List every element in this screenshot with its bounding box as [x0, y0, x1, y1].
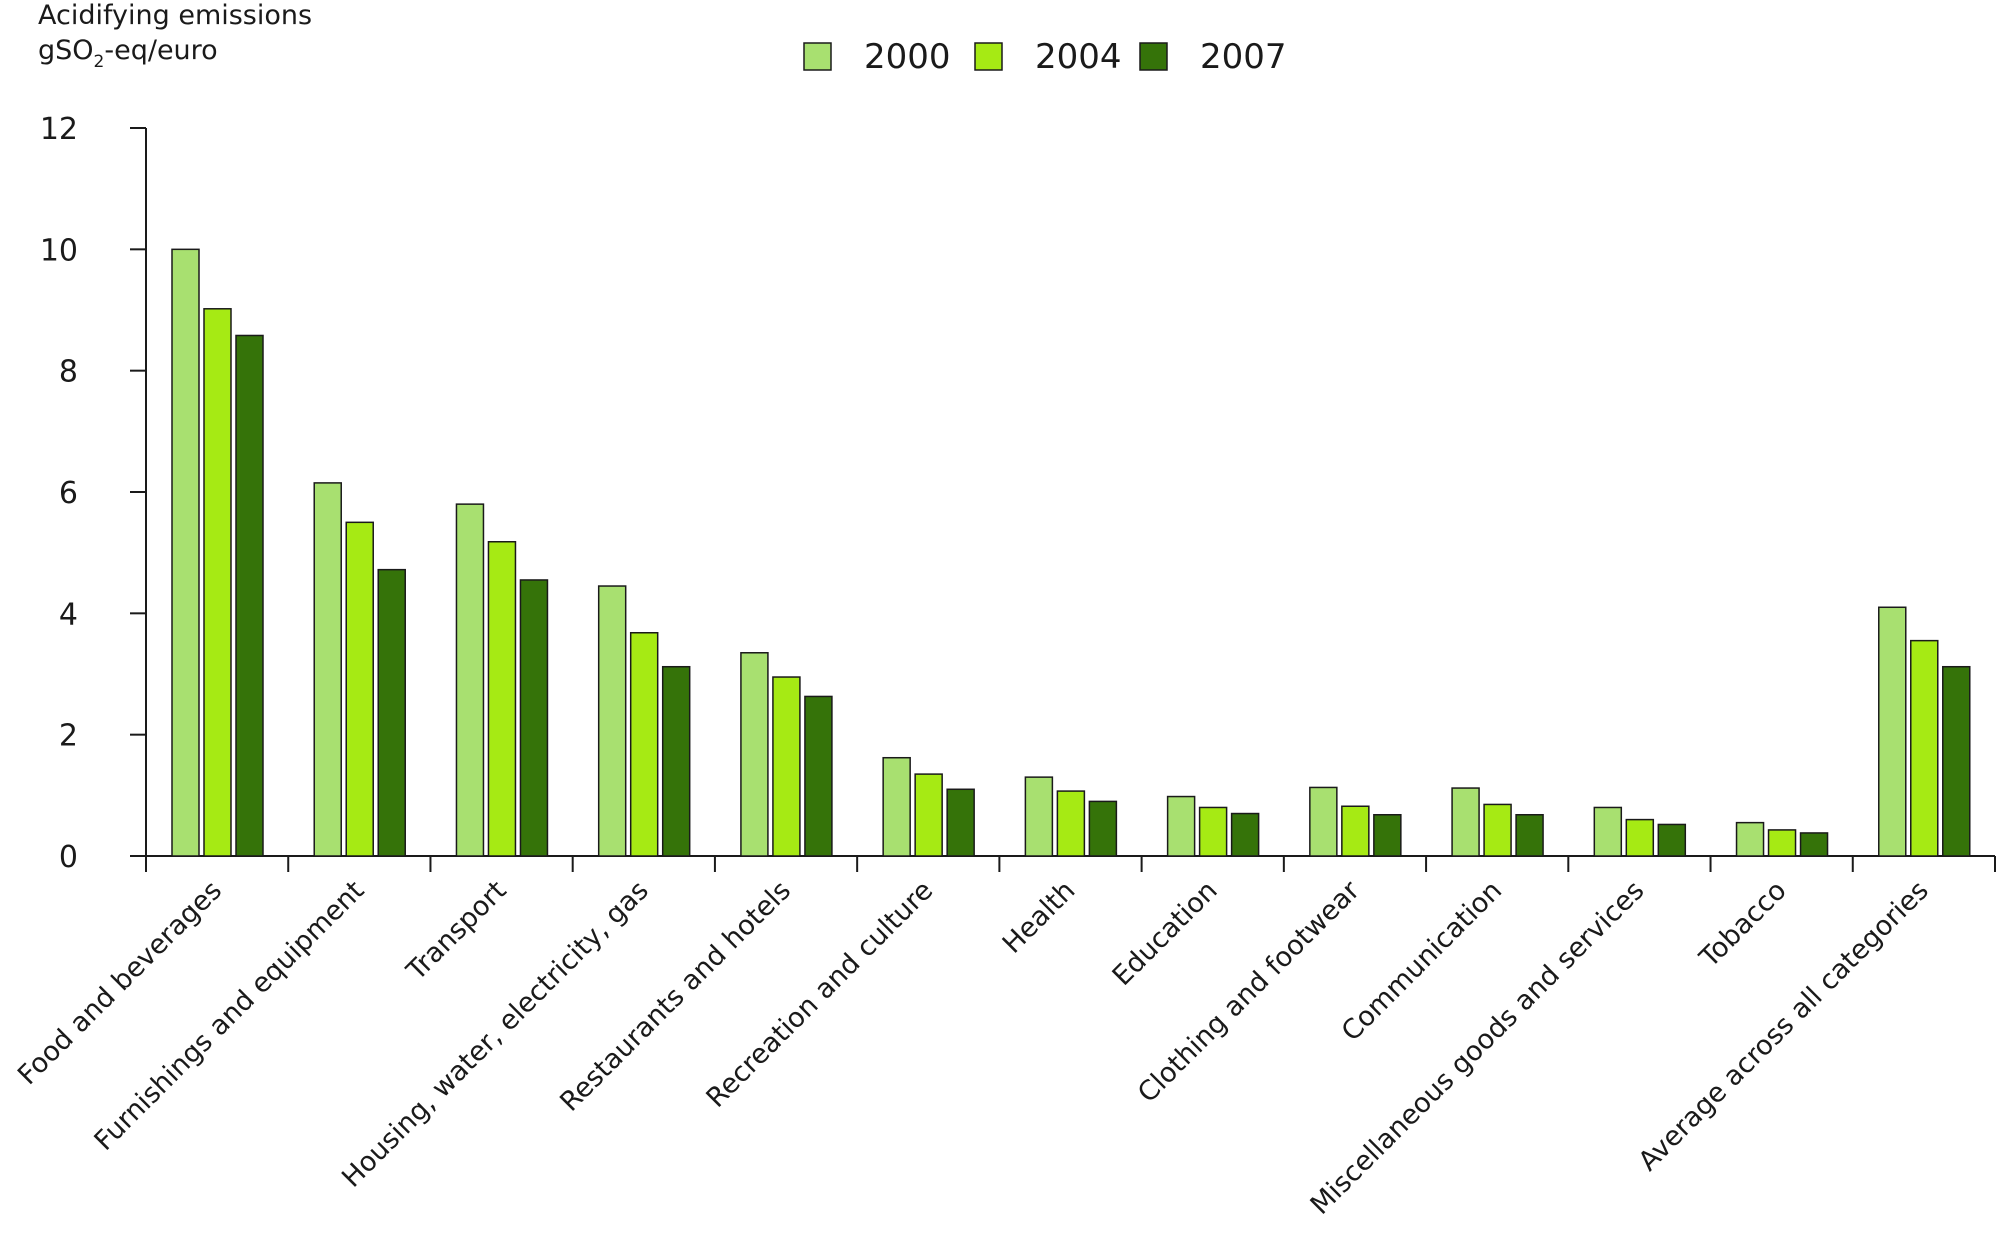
bar-2000 [882, 756, 911, 857]
bar-2007 [946, 788, 975, 857]
bar-2000 [171, 248, 200, 857]
category-label: Education [1107, 875, 1224, 992]
y-tick-label: 2 [59, 719, 78, 754]
bar-2007 [1230, 812, 1260, 857]
bar-2007 [804, 695, 833, 857]
category-label: Transport [400, 875, 512, 987]
category-label: Average across all categories [1633, 875, 1935, 1177]
legend-label-2004: 2004 [1035, 37, 1122, 77]
bar-2004 [1625, 818, 1655, 857]
legend-label-2007: 2007 [1200, 37, 1287, 77]
bar-2004 [629, 631, 659, 857]
legend-swatch-2007 [1139, 42, 1168, 71]
bar-2004 [1341, 805, 1370, 857]
bar-2007 [1657, 823, 1687, 857]
bar-2007 [1942, 665, 1971, 857]
legend-swatch-2004 [974, 42, 1003, 71]
bar-2004 [1483, 803, 1512, 857]
category-label: Housing, water, electricity, gas [336, 875, 655, 1194]
y-axis-title-line2: gSO2-eq/euro [38, 35, 218, 72]
bar-2007 [1515, 813, 1544, 857]
bar-2007 [661, 665, 691, 857]
bar-2000 [1309, 786, 1338, 857]
y-axis-unit-suffix: -eq/euro [104, 35, 217, 66]
category-label: Restaurants and hotels [554, 875, 797, 1118]
y-tick-label: 4 [59, 597, 78, 632]
category-label: Tobacco [1693, 875, 1792, 974]
bar-2004 [1910, 639, 1939, 857]
y-axis-unit-prefix: gSO [38, 35, 94, 66]
bar-2000 [455, 503, 485, 857]
y-tick-label: 12 [40, 112, 78, 147]
bar-2004 [772, 676, 801, 857]
axes: 0 2 4 6 8 10 12 [40, 112, 1996, 875]
bar-2000 [740, 652, 769, 857]
bar-2000 [1593, 806, 1623, 857]
bar-2007 [519, 579, 549, 857]
bars [171, 248, 1971, 857]
bar-2007 [1088, 800, 1118, 857]
category-label: Furnishings and equipment [89, 875, 371, 1157]
bar-2004 [487, 540, 517, 857]
bar-2007 [1799, 832, 1829, 857]
bar-2007 [377, 568, 406, 857]
legend: 2000 2004 2007 [803, 37, 1287, 77]
y-tick-label: 8 [59, 355, 78, 390]
bar-2004 [203, 308, 232, 857]
y-axis-title-line1: Acidifying emissions [38, 0, 312, 31]
legend-label-2000: 2000 [864, 37, 951, 77]
category-label: Recreation and culture [700, 875, 939, 1114]
bar-2004 [1767, 829, 1797, 857]
bar-2000 [597, 585, 627, 857]
bar-2000 [1878, 606, 1907, 857]
y-tick-label: 0 [59, 840, 78, 875]
y-tick-label: 6 [59, 476, 78, 511]
bar-2007 [235, 334, 264, 857]
bar-2000 [1024, 776, 1054, 857]
category-label: Health [997, 875, 1082, 960]
bar-2000 [313, 482, 342, 857]
bar-2004 [1198, 806, 1228, 857]
legend-swatch-2000 [803, 42, 832, 71]
bar-2004 [1056, 790, 1086, 857]
y-axis-unit-subscript: 2 [94, 52, 105, 72]
bar-2007 [1373, 813, 1402, 857]
bar-2000 [1735, 821, 1765, 857]
bar-2004 [345, 521, 374, 857]
bar-2000 [1166, 795, 1196, 857]
y-tick-label: 10 [40, 233, 78, 268]
bar-2004 [914, 773, 943, 857]
bar-2000 [1451, 787, 1480, 857]
